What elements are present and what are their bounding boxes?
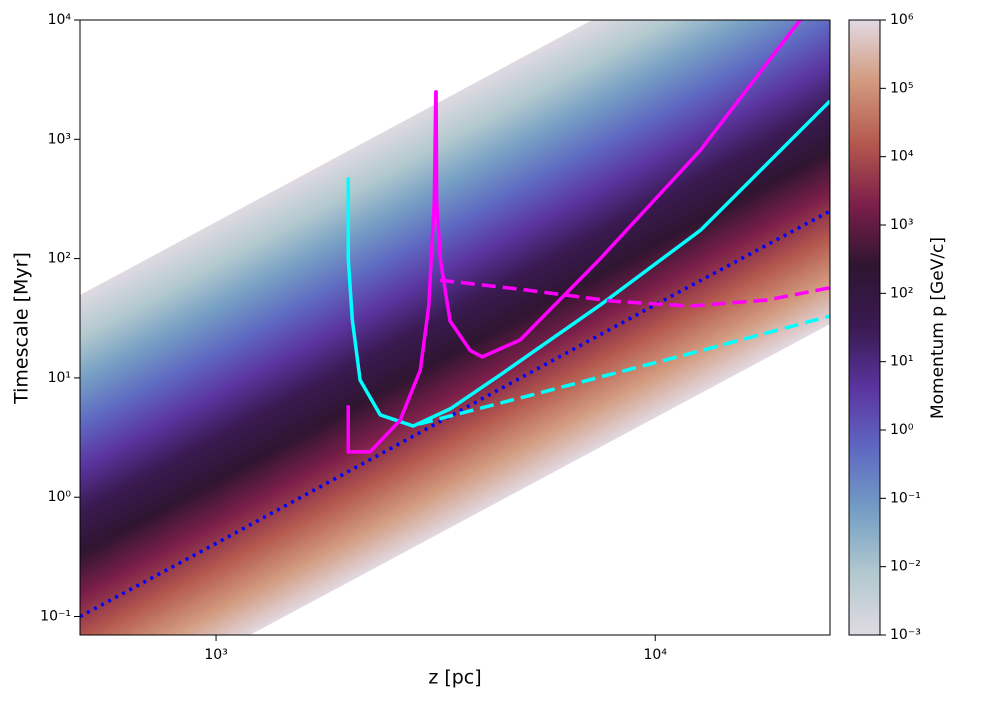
colorbar-tick-label: 10⁵ — [890, 80, 913, 96]
plot-frame — [79, 19, 831, 636]
colorbar-tick-label: 10⁻² — [890, 559, 921, 575]
y-tick-label: 10⁻¹ — [40, 609, 71, 625]
line-series — [439, 278, 830, 308]
colorbar-tick-label: 10⁰ — [890, 422, 914, 438]
colorbar-tick-label: 10¹ — [890, 354, 913, 370]
x-tick-label: 10³ — [204, 647, 227, 663]
colorbar — [848, 19, 881, 636]
y-tick-label: 10⁰ — [48, 489, 72, 505]
colorbar-label: Momentum p [GeV/c] — [928, 237, 948, 419]
line-series — [346, 20, 802, 454]
colorbar-tick-label: 10⁴ — [890, 149, 914, 165]
line-series — [346, 99, 830, 428]
line-series — [80, 209, 830, 619]
x-tick-label: 10⁴ — [644, 647, 668, 663]
colorbar-tick-label: 10⁶ — [890, 12, 914, 28]
y-tick-label: 10² — [48, 251, 71, 267]
colorbar-tick-label: 10³ — [890, 217, 913, 233]
y-tick-label: 10⁴ — [48, 12, 72, 28]
line-series — [418, 314, 830, 426]
y-tick-label: 10¹ — [48, 370, 71, 386]
y-axis-label: Timescale [Myr] — [11, 252, 33, 405]
colorbar-tick-label: 10² — [890, 285, 913, 301]
colorbar-tick-label: 10⁻¹ — [890, 490, 921, 506]
lines — [80, 20, 830, 619]
y-tick-label: 10³ — [48, 131, 71, 147]
colorbar-tick-label: 10⁻³ — [890, 627, 921, 643]
x-axis-label: z [pc] — [428, 667, 481, 689]
